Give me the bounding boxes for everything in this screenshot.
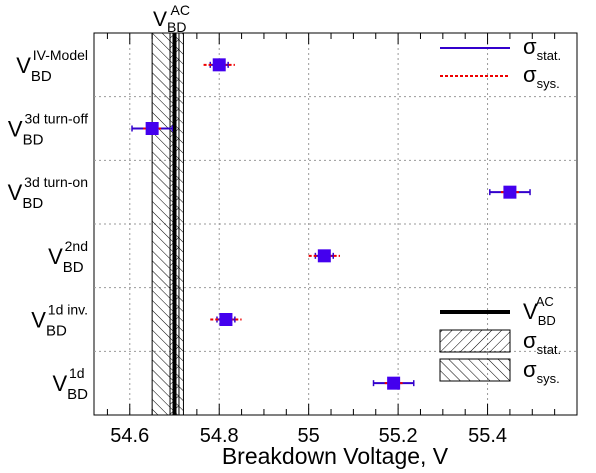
x-tick-label: 55 [298,425,320,447]
y-label-sup: 3d turn-off [24,111,88,127]
legend-label-main: σ [523,34,537,59]
y-category-label: VBD 1d inv. [31,302,88,340]
legend-label-sub: BD [538,313,556,328]
legend-label-sup: AC [536,294,554,309]
data-point [203,58,235,72]
y-label-main: V [16,53,31,78]
data-point [210,313,242,326]
data-marker [317,249,331,263]
y-label-sup: 1d [69,365,85,381]
x-tick-label: 54.8 [200,425,239,447]
data-point [489,185,531,199]
data-marker [387,376,401,390]
legend-stat-hatch [439,329,511,353]
y-label-sup: 2nd [65,238,88,254]
y-label-sup: IV-Model [33,47,88,63]
y-label-sub: BD [31,68,52,85]
data-marker [145,122,159,135]
legend-entry-label: VBD AC [523,294,556,328]
y-category-label: VBD 3d turn-on [8,174,88,212]
y-category-label: VBD 2nd [48,238,88,276]
reference-bands [151,32,184,416]
legend-entry-label: σstat. [523,328,561,357]
reference-label-sub: BD [167,19,186,35]
y-label-main: V [31,308,46,333]
y-label-sub: BD [63,259,84,276]
data-point [131,122,174,135]
legend-label-main: V [523,299,538,324]
reference-label-sup: AC [171,2,190,18]
reference-label: VBDAC [153,2,190,35]
x-tick-label: 55.4 [468,425,507,447]
data-marker [219,313,233,326]
y-label-sup: 1d inv. [48,302,88,318]
y-label-main: V [48,244,63,269]
legend-entry-label: σsys. [523,357,560,386]
y-label-sub: BD [46,323,67,340]
legend-label-sub: sys. [537,371,560,386]
legend-sys-hatch [439,358,511,382]
y-category-label: VBD 3d turn-off [8,111,88,149]
data-point [308,249,340,263]
y-label-sub: BD [67,386,88,403]
legend-label-sub: stat. [537,342,562,357]
x-axis: 54.6 54.8 55 55.2 55.4 [106,33,578,447]
y-label-main: V [52,371,67,396]
reference-lines: VBDAC [153,2,190,415]
x-axis-title: Breakdown Voltage, V [222,443,449,469]
legend-label-main: σ [523,62,537,87]
legend-label-sub: stat. [537,48,562,63]
y-label-main: V [8,117,23,142]
x-tick-label: 54.6 [110,425,149,447]
legend-label-main: σ [523,357,537,382]
y-category-label: VBD IV-Model [16,47,88,85]
y-label-main: V [8,180,23,205]
y-label-sup: 3d turn-on [24,174,88,190]
y-label-sub: BD [23,132,44,149]
data-point [372,376,415,390]
data-marker [503,185,517,199]
y-category-label: VBD 1d [52,365,88,403]
reference-label-main: V [153,8,167,31]
legend-entry-label: σsys. [523,62,560,91]
y-label-sub: BD [22,195,43,212]
data-points [131,58,531,390]
legend-entry-label: σstat. [523,34,561,63]
data-marker [212,58,226,72]
x-tick-label: 55.2 [379,425,418,447]
legend-label-sub: sys. [537,76,560,91]
legend-label-main: σ [523,328,537,353]
